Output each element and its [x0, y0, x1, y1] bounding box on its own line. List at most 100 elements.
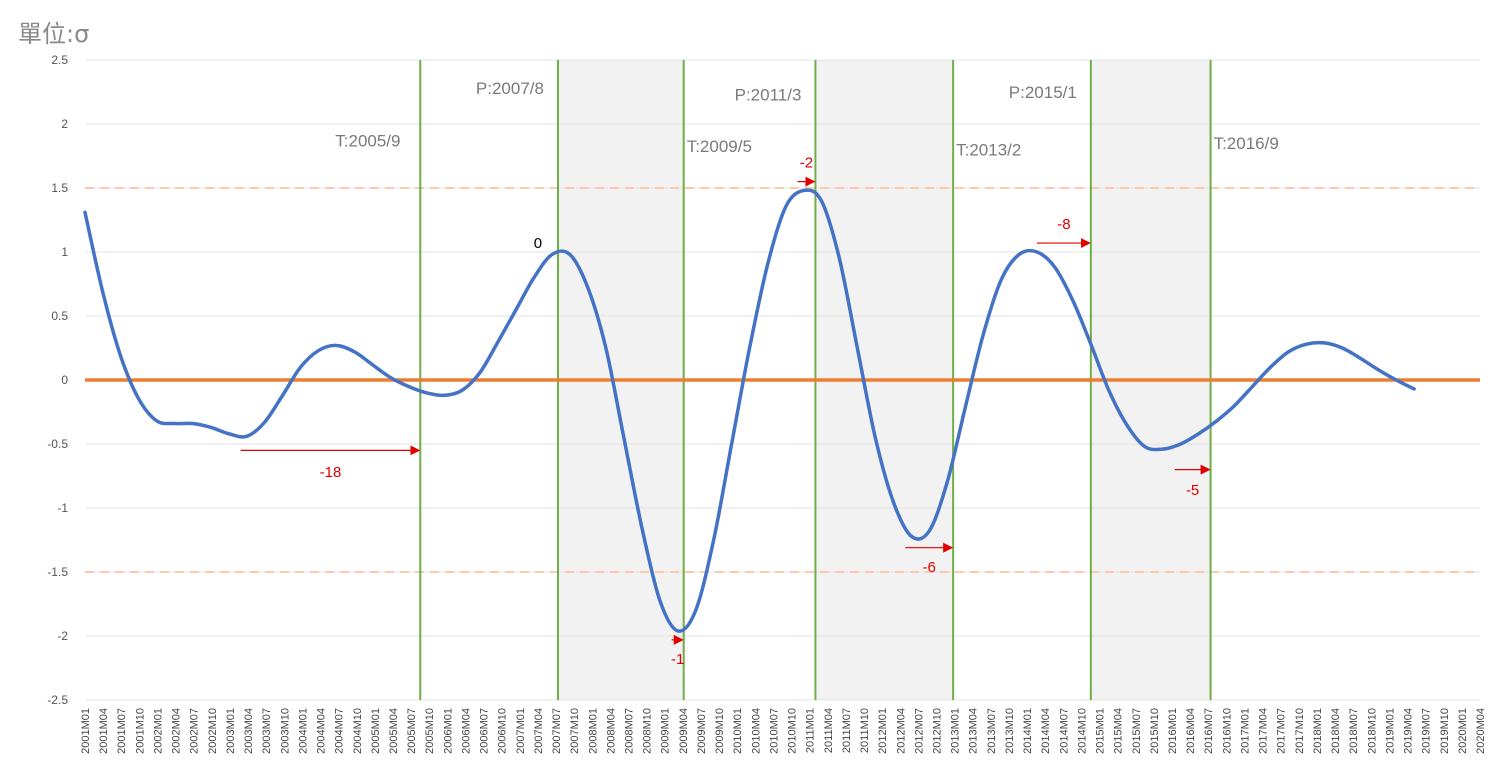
x-tick-label: 2019M10 — [1439, 708, 1451, 754]
turning-point-label: P:2015/1 — [1009, 83, 1077, 102]
x-tick-label: 2006M01 — [442, 708, 454, 754]
x-tick-label: 2001M01 — [80, 708, 92, 754]
threshold-lines — [85, 187, 1480, 573]
x-tick-label: 2014M04 — [1040, 708, 1052, 754]
x-tick-label: 2005M01 — [370, 708, 382, 754]
x-tick-label: 2002M01 — [152, 708, 164, 754]
x-tick-label: 2010M04 — [750, 708, 762, 754]
x-tick-label: 2019M01 — [1384, 708, 1396, 754]
x-tick-label: 2001M07 — [116, 708, 128, 754]
x-tick-label: 2013M04 — [968, 708, 980, 754]
x-tick-label: 2012M04 — [895, 708, 907, 754]
x-tick-label: 2006M10 — [497, 708, 509, 754]
x-tick-label: 2010M01 — [732, 708, 744, 754]
x-tick-label: 2005M04 — [388, 708, 400, 754]
y-tick-label: -0.5 — [47, 437, 68, 451]
x-tick-label: 2013M07 — [986, 708, 998, 754]
x-tick-label: 2013M10 — [1004, 708, 1016, 754]
x-tick-label: 2011M04 — [823, 708, 835, 753]
turning-point-labels: T:2005/9 P:2007/8 T:2009/5 P:2011/3 T:2013/2… — [335, 79, 1279, 159]
x-tick-label: 2001M10 — [134, 708, 146, 754]
x-tick-label: 2018M01 — [1312, 708, 1324, 754]
x-tick-label: 2004M04 — [316, 708, 328, 754]
x-tick-label: 2009M01 — [660, 708, 672, 754]
x-tick-label: 2005M10 — [424, 708, 436, 754]
x-tick-label: 2018M07 — [1348, 708, 1360, 754]
x-tick-label: 2017M01 — [1239, 708, 1251, 754]
y-tick-label: 1.5 — [51, 181, 68, 195]
x-tick-label: 2015M07 — [1131, 708, 1143, 754]
x-tick-label: 2020M01 — [1457, 708, 1469, 754]
x-tick-label: 2003M01 — [225, 708, 237, 754]
lead-label: -5 — [1186, 482, 1199, 499]
x-tick-label: 2010M10 — [787, 708, 799, 754]
x-tick-label: 2016M10 — [1221, 708, 1233, 754]
y-axis-ticks: 2.5 2 1.5 1 0.5 0 -0.5 -1 -1.5 -2 -2.5 — [47, 53, 68, 707]
x-tick-label: 2019M04 — [1403, 708, 1415, 754]
lead-annotations: -18 0 -1 -2 -6 -8 -5 — [240, 154, 1211, 668]
y-tick-label: 0 — [61, 373, 68, 387]
x-tick-label: 2020M04 — [1475, 708, 1487, 754]
x-tick-label: 2006M07 — [479, 708, 491, 754]
y-tick-label: -2.5 — [47, 693, 68, 707]
x-tick-label: 2004M07 — [334, 708, 346, 754]
y-tick-label: 0.5 — [51, 309, 68, 323]
x-tick-label: 2007M07 — [551, 708, 563, 754]
x-axis-ticks: 2001M01 2001M04 2001M07 2001M10 2002M01 2002M… — [80, 708, 1487, 754]
x-tick-label: 2002M10 — [207, 708, 219, 754]
lead-label: -18 — [320, 464, 342, 481]
y-tick-label: 2 — [61, 117, 68, 131]
x-tick-label: 2007M01 — [515, 708, 527, 754]
x-tick-label: 2015M01 — [1095, 708, 1107, 754]
x-tick-label: 2004M01 — [297, 708, 309, 754]
x-tick-label: 2002M04 — [171, 708, 183, 754]
lead-label: -8 — [1057, 216, 1070, 233]
turning-point-label: P:2011/3 — [735, 86, 802, 105]
turning-point-label: T:2016/9 — [1214, 134, 1279, 153]
x-tick-label: 2008M04 — [605, 708, 617, 754]
x-tick-label: 2009M04 — [678, 708, 690, 754]
y-tick-label: 1 — [61, 245, 68, 259]
x-tick-label: 2018M10 — [1366, 708, 1378, 754]
x-tick-label: 2018M04 — [1330, 708, 1342, 754]
x-tick-label: 2016M01 — [1167, 708, 1179, 754]
x-tick-label: 2013M01 — [950, 708, 962, 754]
series-group — [83, 188, 1416, 633]
x-tick-label: 2014M07 — [1058, 708, 1070, 754]
y-tick-label: -2 — [57, 629, 68, 643]
x-tick-label: 2006M04 — [460, 708, 472, 754]
x-tick-label: 2005M07 — [406, 708, 418, 754]
x-tick-label: 2008M10 — [642, 708, 654, 754]
lead-label: -6 — [923, 559, 936, 576]
x-tick-label: 2008M01 — [587, 708, 599, 754]
x-tick-label: 2011M07 — [841, 708, 853, 753]
x-tick-label: 2003M04 — [243, 708, 255, 754]
x-tick-label: 2002M07 — [189, 708, 201, 754]
x-tick-label: 2011M10 — [859, 708, 871, 753]
x-tick-label: 2011M01 — [805, 708, 817, 753]
x-tick-label: 2012M07 — [913, 708, 925, 754]
turning-point-label: T:2013/2 — [956, 141, 1021, 160]
lead-label: -1 — [671, 651, 684, 668]
lead-label: -2 — [800, 154, 813, 171]
y-tick-label: -1 — [57, 501, 68, 515]
lead-label: 0 — [534, 235, 542, 252]
x-tick-label: 2003M07 — [261, 708, 273, 754]
x-tick-label: 2016M04 — [1185, 708, 1197, 754]
turning-point-label: T:2005/9 — [335, 132, 400, 151]
x-tick-label: 2016M07 — [1203, 708, 1215, 754]
x-tick-label: 2008M07 — [624, 708, 636, 754]
x-tick-label: 2004M10 — [352, 708, 364, 754]
x-tick-label: 2010M07 — [768, 708, 780, 754]
x-tick-label: 2017M07 — [1276, 708, 1288, 754]
x-tick-label: 2007M10 — [569, 708, 581, 754]
x-tick-label: 2017M04 — [1258, 708, 1270, 754]
x-tick-label: 2019M07 — [1421, 708, 1433, 754]
x-tick-label: 2012M01 — [877, 708, 889, 754]
y-tick-label: -1.5 — [47, 565, 68, 579]
x-tick-label: 2003M10 — [279, 708, 291, 754]
x-tick-label: 2014M10 — [1076, 708, 1088, 754]
x-tick-label: 2012M10 — [931, 708, 943, 754]
